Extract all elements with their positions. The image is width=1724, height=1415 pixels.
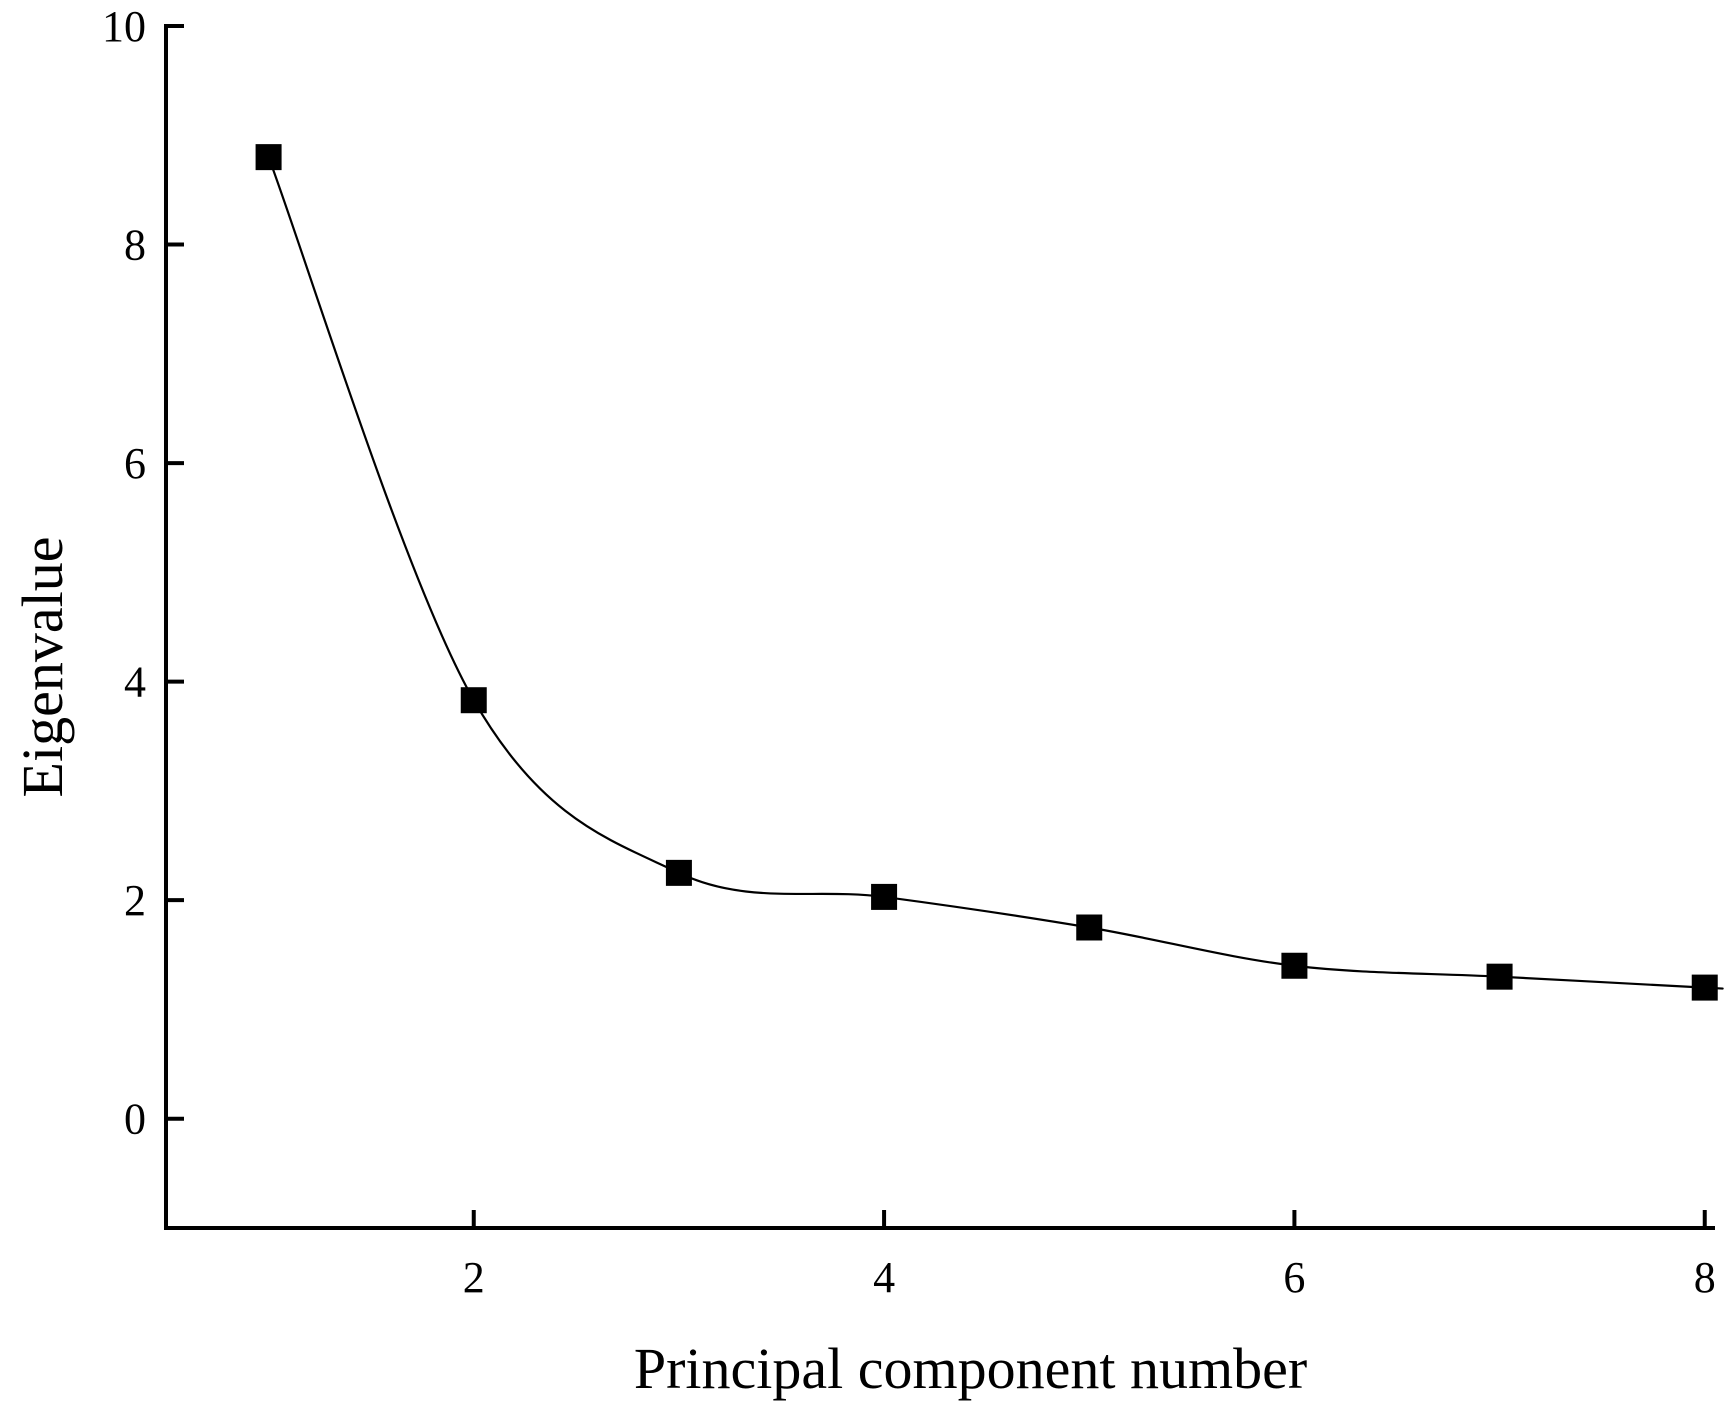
y-tick-label: 0 [124,1095,146,1144]
x-tick-label: 6 [1283,1253,1305,1302]
axes-layer [164,24,1715,1230]
y-axis-title: Eigenvalue [10,537,75,798]
x-tick-label: 4 [873,1253,895,1302]
series-line [267,156,1724,990]
markers-layer [255,144,1718,1001]
x-tick-label: 2 [463,1253,485,1302]
data-point-marker [1486,963,1513,990]
data-point-marker [1281,952,1308,979]
y-tick-label: 8 [124,221,146,270]
data-point-marker [1691,974,1718,1001]
ticks-layer: 0 2 4 6 8 10 2 4 6 8 [102,2,1716,1302]
y-tick-label: 2 [124,876,146,925]
x-tick-label: 8 [1694,1253,1716,1302]
data-point-marker [460,687,487,714]
y-tick-label: 6 [124,439,146,488]
y-tick-label: 10 [102,2,146,51]
x-axis-title: Principal component number [634,1336,1307,1401]
data-point-marker [255,144,282,171]
data-point-marker [871,883,898,910]
y-tick-label: 4 [124,658,146,707]
data-point-marker [665,859,692,886]
data-point-marker [1076,914,1103,941]
series-layer [267,156,1724,990]
